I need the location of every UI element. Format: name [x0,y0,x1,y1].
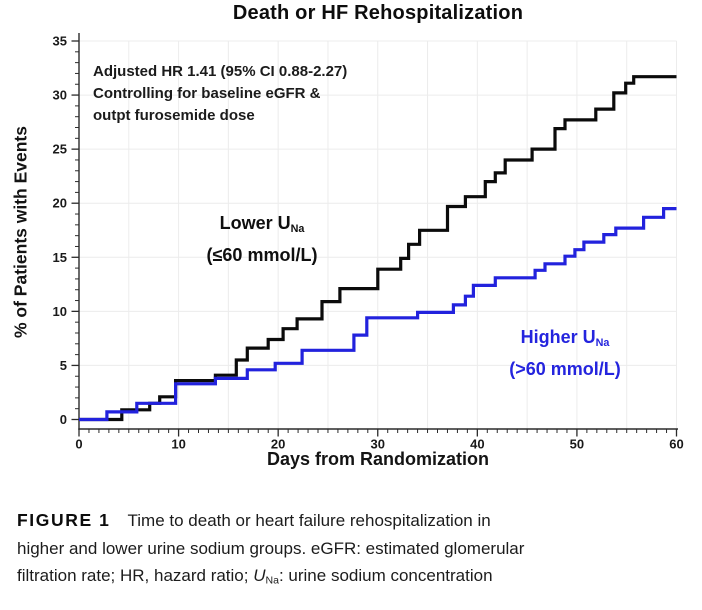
y-tick-label: 25 [53,142,67,157]
y-tick-label: 5 [60,358,67,373]
caption-line-3: filtration rate; HR, hazard ratio; UNa: … [17,566,493,587]
km-chart-canvas: 0 10 20 30 40 50 60 0 5 10 15 20 25 30 35 [53,33,684,452]
x-tick-label: 10 [171,437,185,452]
x-tick-label: 30 [371,437,385,452]
annotation-line-3: outpt furosemide dose [93,107,255,124]
figure-label: FIGURE 1 [17,510,111,530]
lower-una-label-line1: Lower UNa [219,213,305,236]
caption-line-2: higher and lower urine sodium groups. eG… [17,538,525,558]
y-tick-label: 35 [53,34,67,49]
x-axis-title: Days from Randomization [266,449,490,469]
x-tick-label: 0 [75,437,82,452]
y-tick-label: 10 [53,304,67,319]
chart-title: Death or HF Rehospitalization [232,2,524,24]
figure-caption: FIGURE 1 Time to death or heart failure r… [17,507,689,595]
annotation-line-1: Adjusted HR 1.41 (95% CI 0.88-2.27) [93,63,348,80]
hazard-ratio-annotation: Adjusted HR 1.41 (95% CI 0.88-2.27) Cont… [93,61,347,127]
higher-una-subscript: Na [595,337,610,350]
km-chart-area: 0 10 20 30 40 50 60 0 5 10 15 20 25 30 35 Death or HF … [10,2,684,469]
y-tick-label: 0 [60,412,67,427]
lower-una-curve-label: Lower UNa (≤60 mmol/L) [167,210,357,268]
lower-una-subscript: Na [290,223,305,236]
higher-una-curve [79,207,677,422]
lower-una-label-line2: (≤60 mmol/L) [206,245,318,266]
y-tick-label: 15 [53,250,67,265]
x-tick-label: 40 [470,437,484,452]
annotation-line-2: Controlling for baseline eGFR & [93,85,321,102]
higher-una-curve-label: Higher UNa (>60 mmol/L) [470,324,660,382]
y-tick-label: 30 [53,88,67,103]
higher-una-label-line1: Higher UNa [520,327,610,350]
caption-line-1: FIGURE 1 Time to death or heart failure r… [17,510,491,530]
x-tick-label: 20 [271,437,285,452]
una-symbol-subscript: Na [265,574,279,587]
x-tick-label: 60 [669,437,683,452]
y-tick-label: 20 [53,196,67,211]
una-symbol: U [253,566,266,585]
higher-una-label-line2: (>60 mmol/L) [509,359,621,380]
y-axis-title: % of Patients with Events [10,126,31,338]
x-tick-label: 50 [570,437,584,452]
